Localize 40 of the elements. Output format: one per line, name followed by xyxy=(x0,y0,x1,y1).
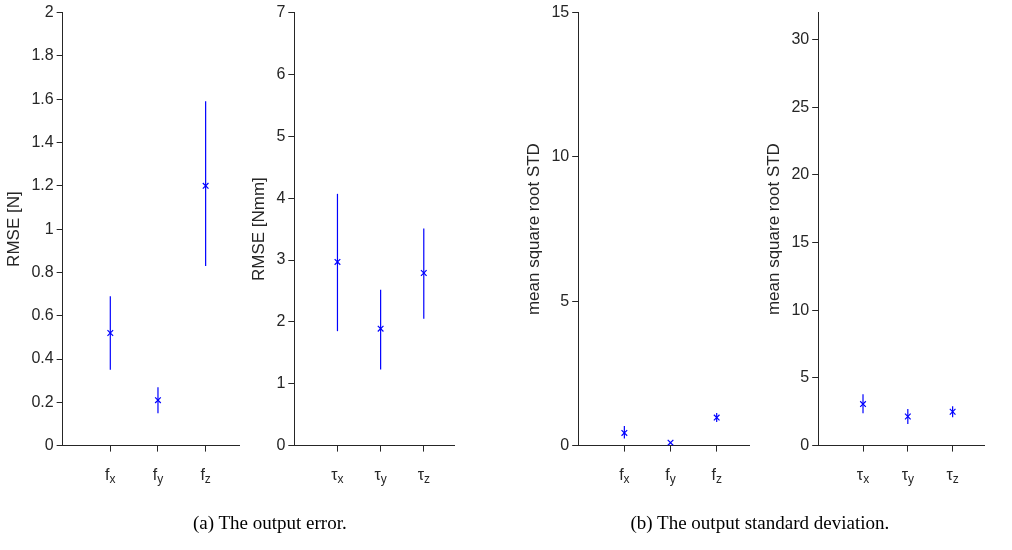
y-tick-label: 6 xyxy=(276,64,286,82)
y-tick-label: 5 xyxy=(276,126,286,144)
point xyxy=(420,269,428,277)
y-tick-label: 10 xyxy=(551,147,570,165)
y-tick-label: 1.2 xyxy=(31,176,54,194)
y-tick-label: 0.2 xyxy=(31,392,54,410)
point xyxy=(106,329,114,337)
y-tick-label: 20 xyxy=(791,165,810,183)
y-tick-label: 3 xyxy=(276,250,286,268)
y-tick-label: 0 xyxy=(276,436,286,454)
y-axis-title: RMSE [Nmm] xyxy=(248,177,268,282)
y-tick-label: 0 xyxy=(560,436,570,454)
y-tick-label: 0.8 xyxy=(31,262,54,280)
y-tick-label: 0.6 xyxy=(31,306,54,324)
y-tick-label: 0.4 xyxy=(31,349,54,367)
y-tick-label: 4 xyxy=(276,188,286,206)
y-tick-label: 5 xyxy=(800,368,810,386)
y-tick-label: 1 xyxy=(44,219,54,237)
y-tick-label: 2 xyxy=(276,312,286,330)
point xyxy=(202,182,210,190)
y-tick-label: 0 xyxy=(800,436,810,454)
y-tick-label: 1.8 xyxy=(31,46,54,64)
y-tick-label: 1.4 xyxy=(31,132,54,150)
y-tick-label: 7 xyxy=(276,3,286,21)
y-tick-label: 0 xyxy=(44,436,54,454)
y-axis-title: RMSE [N] xyxy=(3,191,23,267)
y-tick-label: 30 xyxy=(791,30,810,48)
text: (a) The output error. xyxy=(193,512,347,534)
y-tick-label: 15 xyxy=(551,3,570,21)
point xyxy=(334,258,341,266)
text: (b) The output standard deviation. xyxy=(630,512,890,534)
y-tick-label: 5 xyxy=(560,291,570,309)
y-tick-label: 15 xyxy=(791,233,810,251)
y-tick-label: 1 xyxy=(276,374,286,392)
y-axis-title: mean square root STD xyxy=(523,143,543,316)
y-axis-title: mean square root STD xyxy=(763,143,783,316)
y-tick-label: 25 xyxy=(791,97,810,115)
y-tick-label: 10 xyxy=(791,300,810,318)
y-tick-label: 2 xyxy=(44,3,54,21)
y-tick-label: 1.6 xyxy=(31,89,54,107)
